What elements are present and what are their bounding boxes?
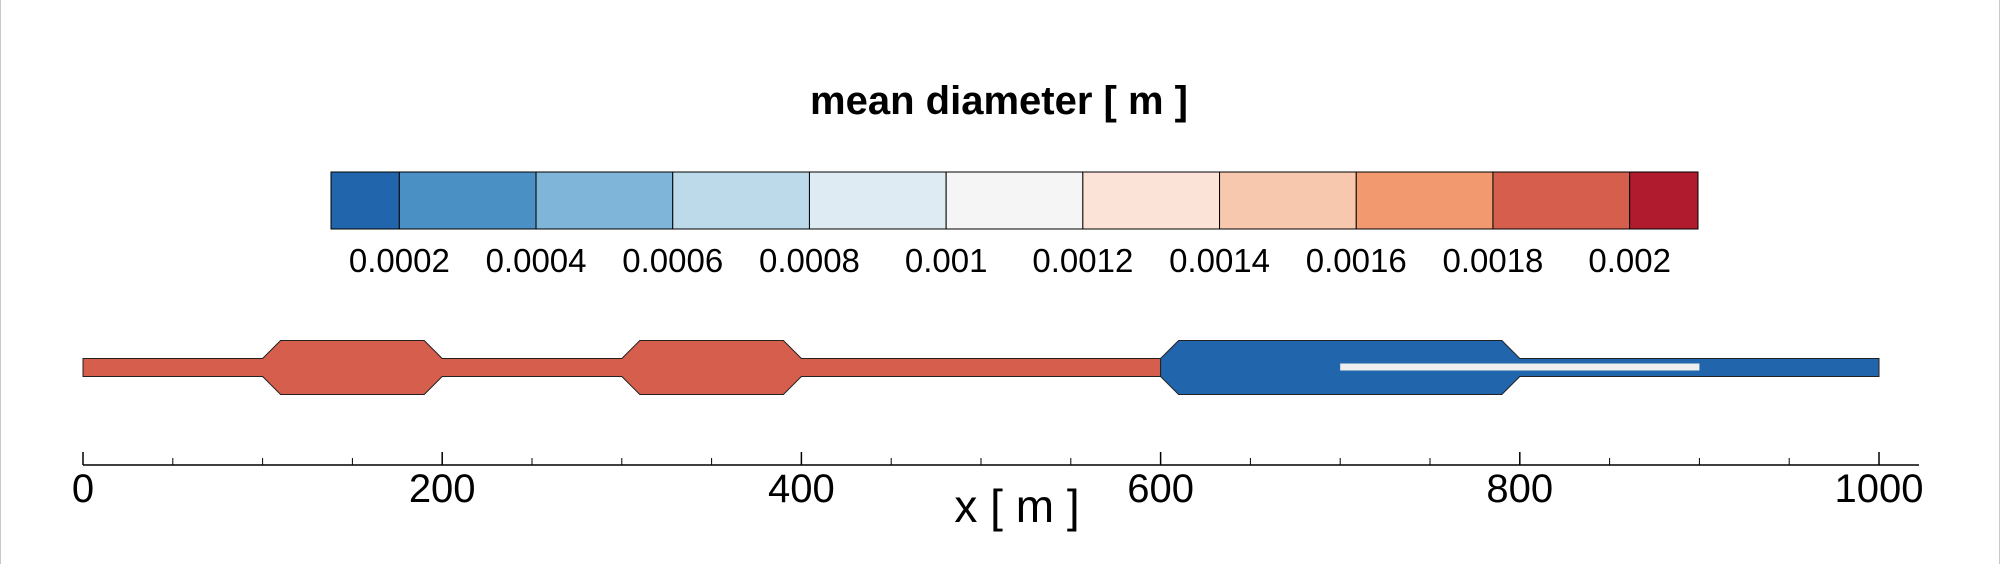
- colorbar-tick-label: 0.0002: [349, 242, 450, 279]
- colorbar-tick-label: 0.001: [905, 242, 988, 279]
- colorbar-swatch: [1629, 171, 1699, 230]
- x-tick-label: 200: [409, 467, 476, 511]
- x-tick-label: 0: [72, 467, 94, 511]
- inner-bar: [1340, 363, 1700, 371]
- colorbar-swatch: [398, 171, 537, 230]
- x-axis-label: x [ m ]: [954, 480, 1079, 532]
- pipe-segment: [82, 340, 1162, 395]
- x-tick-label: 800: [1486, 467, 1553, 511]
- x-tick-label: 1000: [1835, 467, 1924, 511]
- colorbar-swatch: [1082, 171, 1221, 230]
- colorbar-tick-label: 0.0016: [1306, 242, 1407, 279]
- colorbar-tick-label: 0.0008: [759, 242, 860, 279]
- colorbar-tick-label: 0.0018: [1442, 242, 1543, 279]
- colorbar: 0.0002 0.0004 0.0006 0.0008 0.001 0.0012 0.001…: [330, 171, 1699, 279]
- colorbar-swatch: [1355, 171, 1494, 230]
- colorbar-swatch: [945, 171, 1084, 230]
- colorbar-swatch: [330, 171, 400, 230]
- colorbar-tick-label: 0.0004: [486, 242, 587, 279]
- colorbar-swatch: [672, 171, 810, 230]
- colorbar-swatch: [1219, 171, 1357, 230]
- x-axis: 0 200 400 600 800 1000: [72, 452, 1924, 511]
- pipe-domain: [82, 340, 1880, 395]
- colorbar-swatch: [535, 171, 674, 230]
- colorbar-tick-label: 0.0014: [1169, 242, 1270, 279]
- colorbar-swatch: [808, 171, 947, 230]
- colorbar-tick-label: 0.0006: [622, 242, 723, 279]
- colorbar-swatch: [1492, 171, 1631, 230]
- colorbar-tick-label: 0.002: [1588, 242, 1671, 279]
- x-tick-label: 600: [1127, 467, 1194, 511]
- colorbar-tick-label: 0.0012: [1032, 242, 1133, 279]
- chart-title: mean diameter [ m ]: [810, 79, 1188, 123]
- x-tick-label: 400: [768, 467, 835, 511]
